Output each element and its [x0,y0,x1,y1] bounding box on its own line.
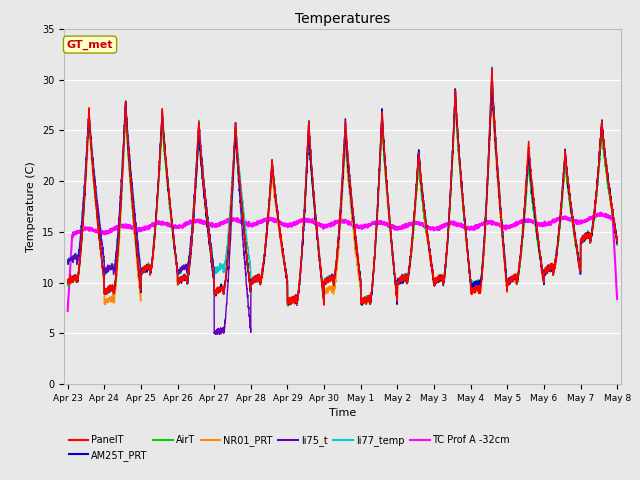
li75_t [497,206,505,212]
AM25T_PRT [163,165,170,170]
AirT [322,279,330,285]
NR01_PRT [466,272,474,277]
AM25T_PRT [466,268,474,274]
NR01_PRT [284,303,291,309]
li77_temp [435,276,443,282]
TC Prof A -32cm [497,222,504,228]
Line: li75_t: li75_t [68,68,617,335]
AM25T_PRT [322,279,330,285]
PanelT [435,277,443,283]
X-axis label: Time: Time [329,408,356,418]
Title: Temperatures: Temperatures [295,12,390,26]
AirT [466,268,474,274]
AM25T_PRT [64,278,72,284]
li77_temp [64,259,72,264]
Text: GT_met: GT_met [67,39,113,50]
Line: li77_temp: li77_temp [68,67,617,305]
NR01_PRT [163,170,170,176]
TC Prof A -32cm [465,226,473,232]
li75_t [212,332,220,337]
TC Prof A -32cm [597,210,605,216]
AM25T_PRT [497,213,505,219]
PanelT [322,279,330,285]
li77_temp [613,238,621,243]
TC Prof A -32cm [64,308,72,314]
Line: AirT: AirT [68,79,617,305]
NR01_PRT [435,279,443,285]
NR01_PRT [497,220,505,226]
li75_t [612,234,620,240]
AirT [163,170,170,176]
AirT [435,276,443,282]
PanelT [64,280,72,286]
PanelT [488,66,496,72]
Line: PanelT: PanelT [68,69,617,305]
li77_temp [466,268,474,274]
TC Prof A -32cm [322,222,330,228]
Line: AM25T_PRT: AM25T_PRT [68,82,617,305]
li77_temp [612,238,620,244]
AirT [613,242,621,248]
AM25T_PRT [358,302,366,308]
PanelT [163,163,170,169]
AirT [612,240,620,245]
li77_temp [488,64,496,70]
AM25T_PRT [612,240,620,246]
li77_temp [285,302,292,308]
AirT [488,76,496,82]
li77_temp [497,204,505,210]
TC Prof A -32cm [612,285,620,290]
li77_temp [163,167,170,173]
li77_temp [322,278,330,284]
li75_t [435,276,443,282]
AirT [497,210,505,216]
li75_t [488,65,496,71]
AM25T_PRT [435,277,443,283]
AM25T_PRT [488,79,496,85]
li75_t [163,161,170,167]
NR01_PRT [613,240,621,246]
PanelT [320,302,328,308]
TC Prof A -32cm [613,296,621,302]
NR01_PRT [64,278,72,284]
PanelT [612,234,620,240]
NR01_PRT [612,237,620,242]
Legend: PanelT, AM25T_PRT, AirT, NR01_PRT, li75_t, li77_temp, TC Prof A -32cm: PanelT, AM25T_PRT, AirT, NR01_PRT, li75_… [69,435,510,461]
li75_t [64,260,72,266]
TC Prof A -32cm [163,221,170,227]
NR01_PRT [488,87,496,93]
AM25T_PRT [613,236,621,241]
AirT [284,302,291,308]
li75_t [322,277,330,283]
PanelT [466,267,474,273]
AirT [64,279,72,285]
TC Prof A -32cm [435,224,443,230]
Line: NR01_PRT: NR01_PRT [68,90,617,306]
li75_t [613,240,621,246]
PanelT [613,236,621,242]
li75_t [466,271,474,277]
PanelT [497,210,505,216]
Line: TC Prof A -32cm: TC Prof A -32cm [68,213,617,311]
Y-axis label: Temperature (C): Temperature (C) [26,161,36,252]
NR01_PRT [322,289,330,295]
